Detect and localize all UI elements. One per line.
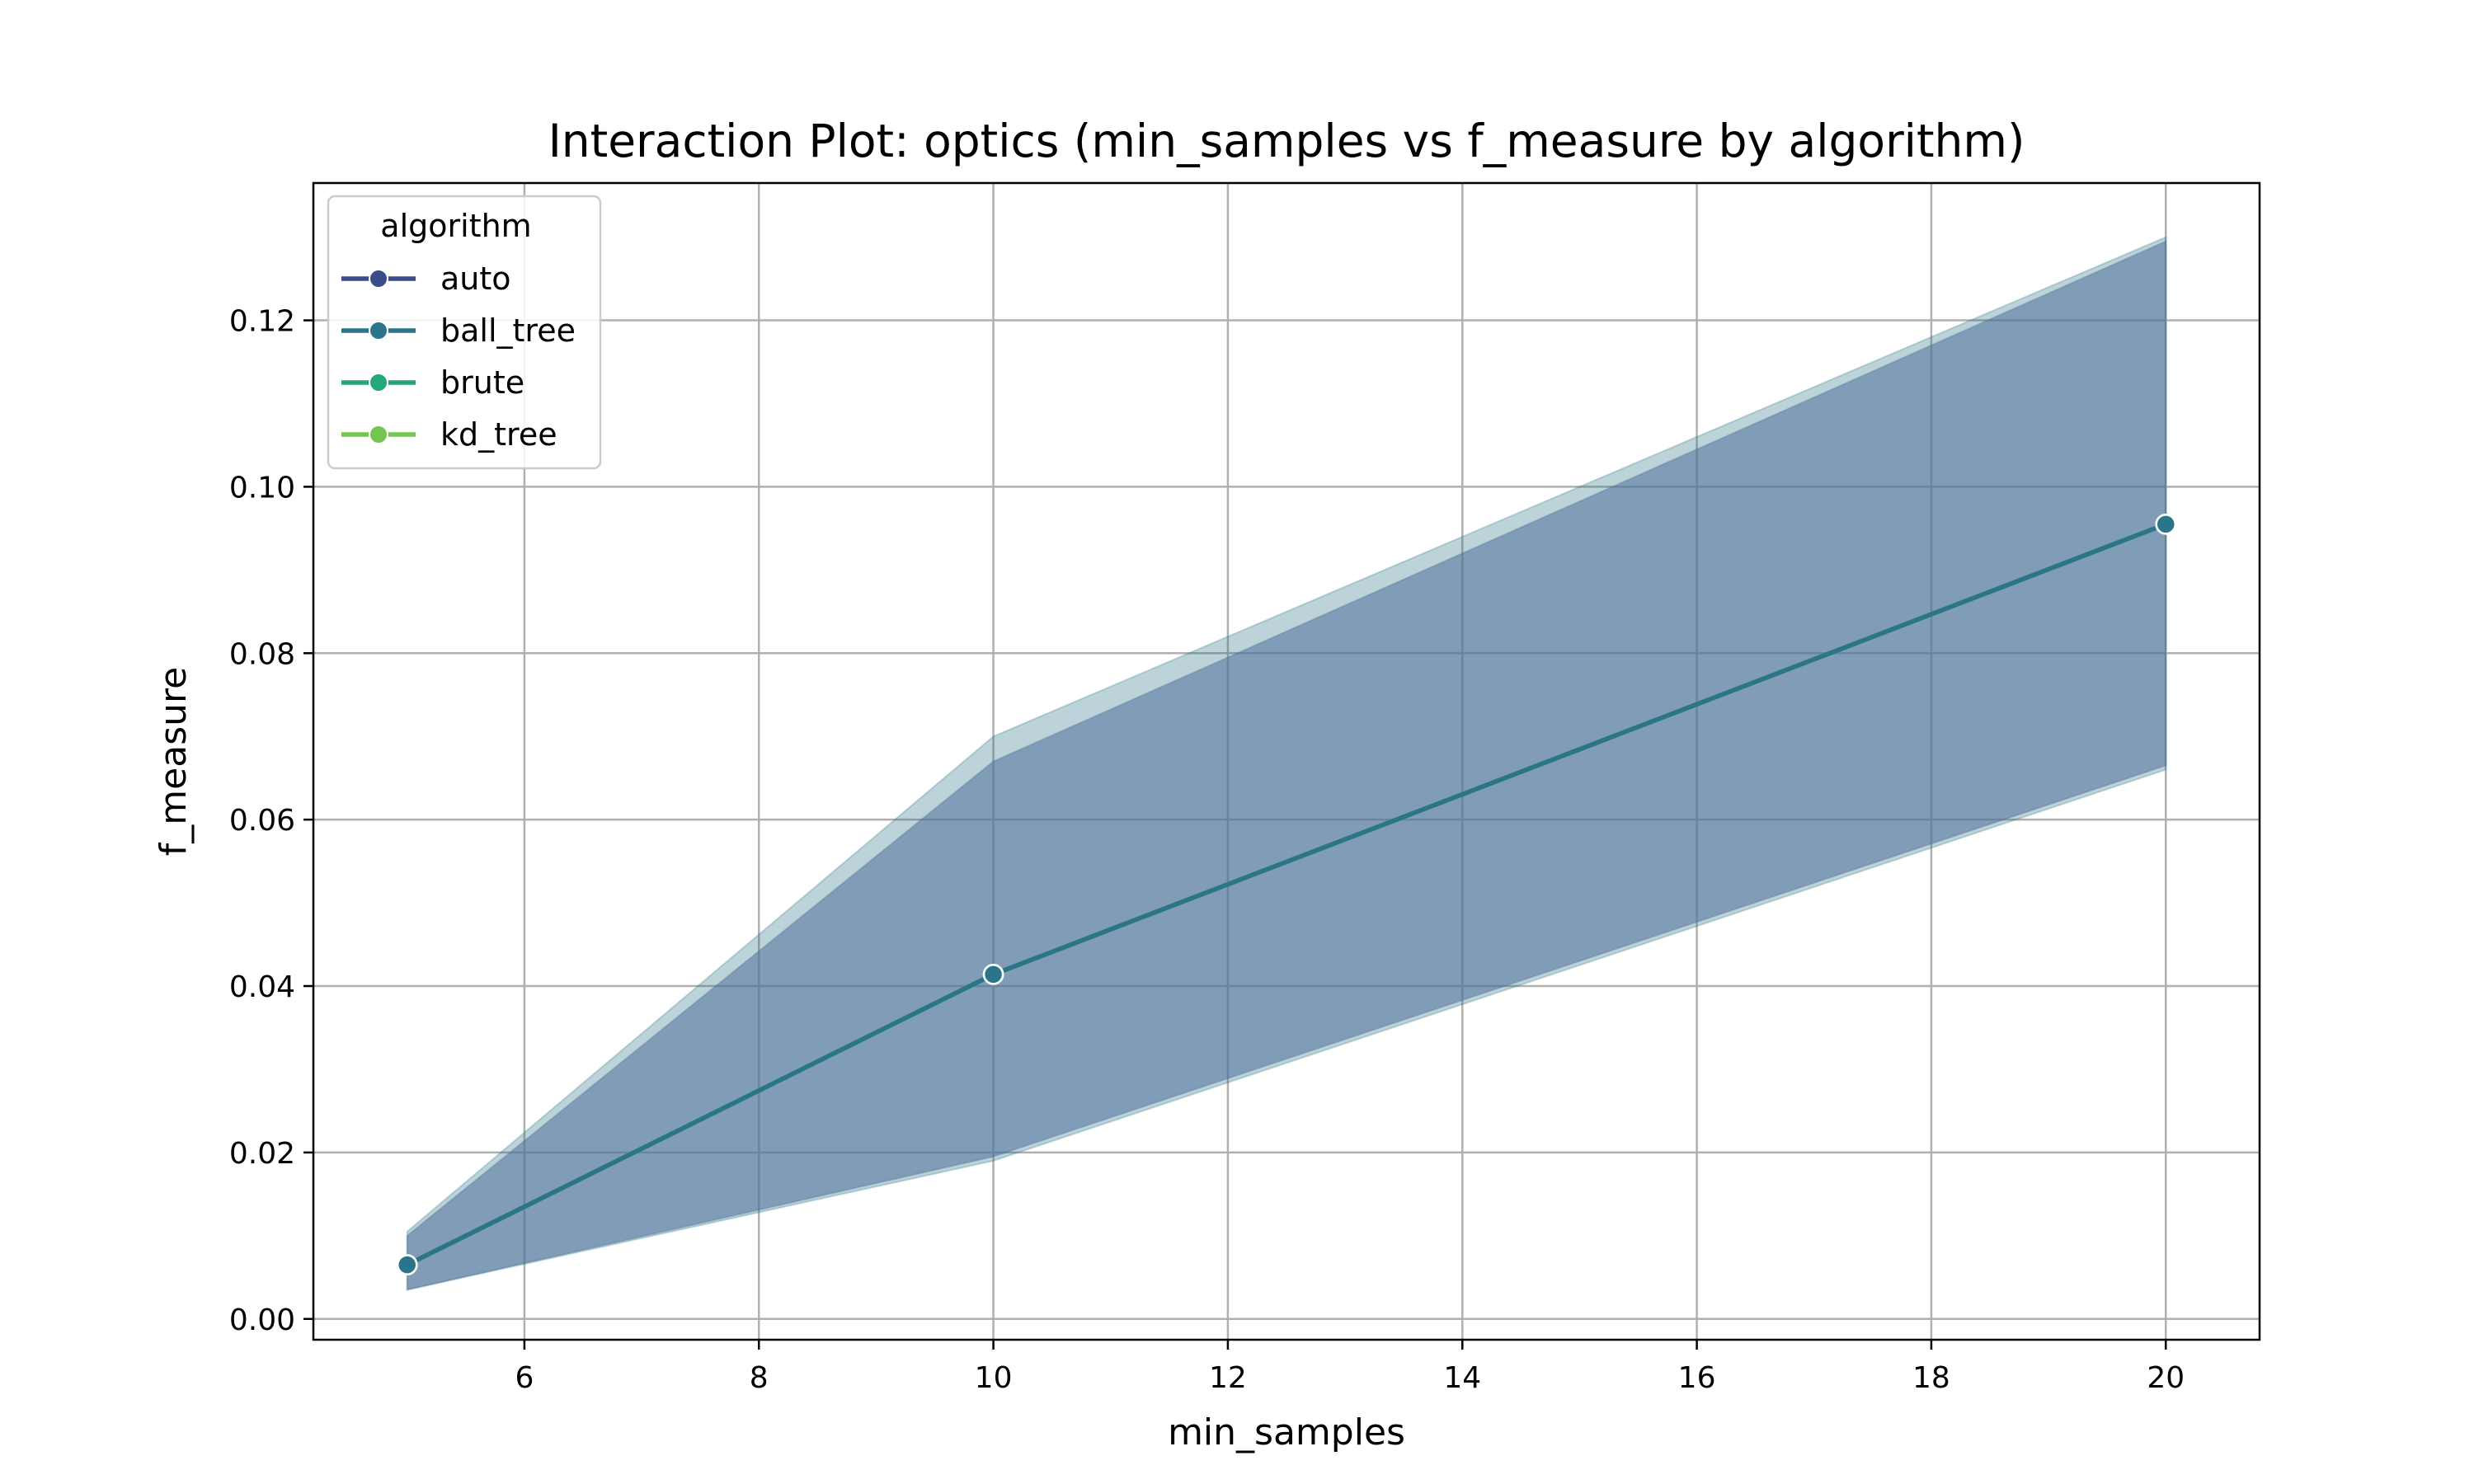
data-point-ball_tree xyxy=(2155,514,2177,535)
ci-band-auto xyxy=(406,240,2167,1291)
y-tick-label: 0.10 xyxy=(229,471,295,505)
legend-box xyxy=(327,195,602,470)
ci-band-overlap xyxy=(407,241,2166,1290)
x-ticks: 6 8 10 12 14 16 18 20 xyxy=(515,1340,2185,1395)
x-axis-label: min_samples xyxy=(1168,1411,1405,1453)
x-tick-label: 10 xyxy=(975,1361,1013,1395)
series-points xyxy=(396,514,2177,1275)
x-tick-label: 14 xyxy=(1443,1361,1481,1395)
y-tick-label: 0.04 xyxy=(229,970,295,1004)
x-tick-label: 18 xyxy=(1912,1361,1950,1395)
grid xyxy=(313,183,2260,1340)
y-tick-label: 0.02 xyxy=(229,1137,295,1171)
y-tick-label: 0.00 xyxy=(229,1303,295,1337)
confidence-bands xyxy=(406,236,2167,1291)
legend-label-kd_tree: kd_tree xyxy=(440,416,557,453)
y-ticks: 0.00 0.02 0.04 0.06 0.08 0.10 0.12 xyxy=(229,305,313,1337)
data-point-ball_tree xyxy=(982,964,1004,985)
x-tick-label: 6 xyxy=(515,1361,534,1395)
y-tick-label: 0.06 xyxy=(229,804,295,838)
legend-label-brute: brute xyxy=(440,364,524,401)
x-tick-label: 12 xyxy=(1209,1361,1247,1395)
legend-marker-kd_tree xyxy=(369,425,388,444)
data-point-ball_tree xyxy=(396,1254,418,1275)
legend-title: algorithm xyxy=(380,208,531,244)
x-tick-label: 8 xyxy=(750,1361,769,1395)
legend-marker-brute xyxy=(369,373,388,392)
chart-title: Interaction Plot: optics (min_samples vs… xyxy=(548,115,2025,167)
axes-frame xyxy=(312,181,2261,1341)
legend-label-auto: auto xyxy=(440,261,511,297)
y-tick-label: 0.12 xyxy=(229,305,295,339)
legend-marker-auto xyxy=(369,269,388,289)
legend-label-ball_tree: ball_tree xyxy=(440,312,576,349)
y-tick-label: 0.08 xyxy=(229,637,295,671)
x-tick-label: 16 xyxy=(1678,1361,1716,1395)
y-axis-label: f_measure xyxy=(153,667,195,856)
ci-band-ball_tree xyxy=(406,236,2167,1291)
x-tick-label: 20 xyxy=(2147,1361,2185,1395)
legend-marker-ball_tree xyxy=(369,321,388,340)
